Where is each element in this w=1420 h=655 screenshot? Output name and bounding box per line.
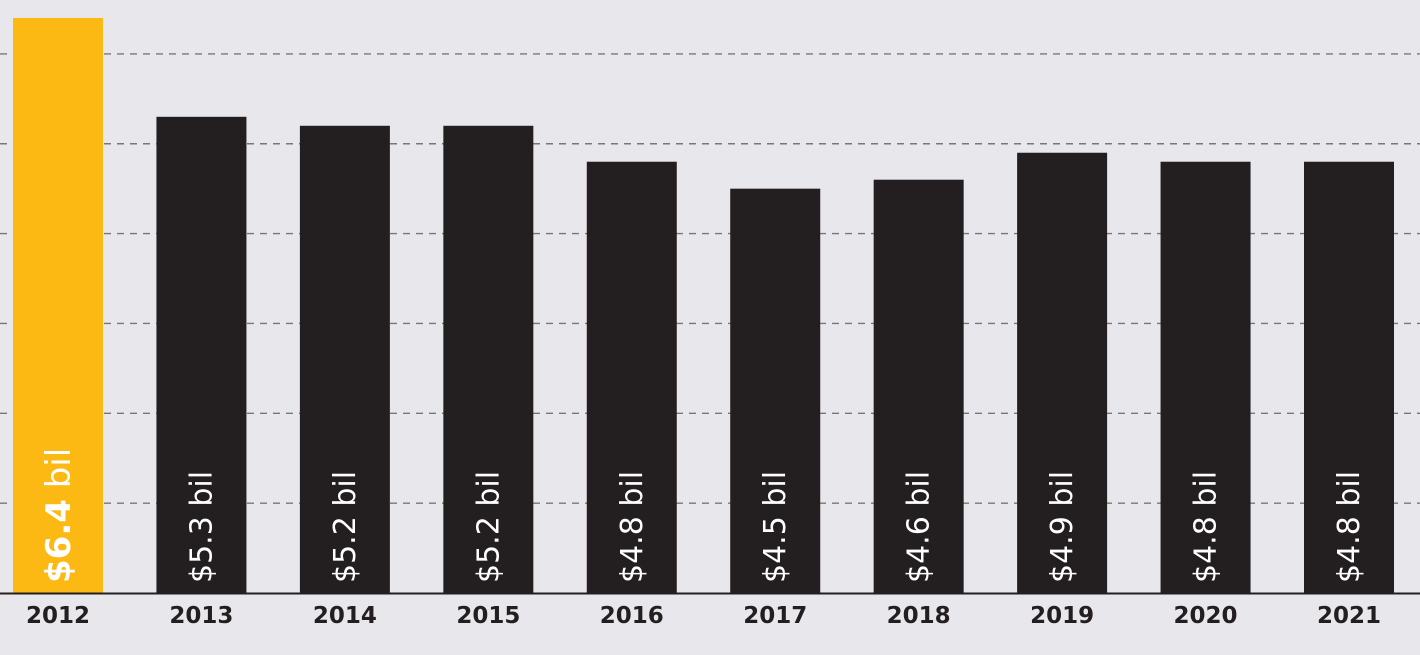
bar-value-amount: $6.4: [39, 499, 79, 583]
bar-2012: [13, 17, 103, 593]
bar-value-unit: bil: [328, 471, 363, 516]
bar-2013: [156, 116, 247, 593]
bar-value-label: $4.5 bil: [758, 471, 793, 583]
bar-value-unit: bil: [1189, 471, 1224, 516]
bar-value-unit: bil: [1045, 471, 1080, 516]
bar-value-label: $5.2 bil: [328, 471, 363, 583]
bar-value-label: $4.8 bil: [1332, 471, 1367, 583]
bar-2014: [299, 125, 390, 594]
x-axis-ticks: 2012 2013 2014 2015 2016 2017 2018 2019 2020 2021: [26, 603, 1381, 629]
bar-value-amount: $4.9: [1045, 516, 1080, 583]
bar-value-unit: bil: [39, 448, 79, 499]
bar-value-unit: bil: [902, 471, 937, 516]
bar-value-amount: $5.3: [184, 516, 219, 583]
bar-2017: [730, 188, 821, 593]
bar-2020: [1160, 161, 1251, 593]
bar-2018: [873, 179, 964, 594]
bar-2016: [586, 161, 677, 593]
x-tick-label: 2015: [456, 603, 520, 629]
bar-value-amount: $4.8: [1189, 516, 1224, 583]
bar-value-amount: $5.2: [328, 516, 363, 583]
bar-value-amount: $5.2: [471, 516, 506, 583]
x-tick-label: 2014: [313, 603, 377, 629]
bar-value-amount: $4.8: [1332, 516, 1367, 583]
bar-value-amount: $4.8: [615, 516, 650, 583]
x-tick-label: 2018: [887, 603, 951, 629]
bar-value-unit: bil: [184, 471, 219, 516]
bar-value-amount: $4.6: [902, 516, 937, 583]
bar-value-label: $4.6 bil: [902, 471, 937, 583]
bar-value-label: $5.3 bil: [184, 471, 219, 583]
x-tick-label: 2020: [1174, 603, 1238, 629]
x-tick-label: 2012: [26, 603, 90, 629]
bar-value-unit: bil: [758, 471, 793, 516]
x-tick-label: 2017: [743, 603, 807, 629]
bar-value-label: $4.8 bil: [615, 471, 650, 583]
bar-2021: [1304, 161, 1394, 593]
bar-value-amount: $4.5: [758, 516, 793, 583]
bar-value-label: $4.9 bil: [1045, 471, 1080, 583]
bar-value-unit: bil: [471, 471, 506, 516]
bar-value-label: $6.4 bil: [39, 448, 79, 583]
bar-2019: [1017, 152, 1108, 593]
bar-value-unit: bil: [1332, 471, 1367, 516]
x-tick-label: 2021: [1317, 603, 1381, 629]
x-tick-label: 2016: [600, 603, 664, 629]
x-tick-label: 2019: [1030, 603, 1094, 629]
bar-value-label: $5.2 bil: [471, 471, 506, 583]
bar-2015: [443, 125, 534, 594]
bar-value-label: $4.8 bil: [1189, 471, 1224, 583]
x-tick-label: 2013: [169, 603, 233, 629]
bar-value-unit: bil: [615, 471, 650, 516]
bars: $6.4 bil$5.3 bil$5.2 bil$5.2 bil$4.8 bil…: [13, 17, 1394, 594]
